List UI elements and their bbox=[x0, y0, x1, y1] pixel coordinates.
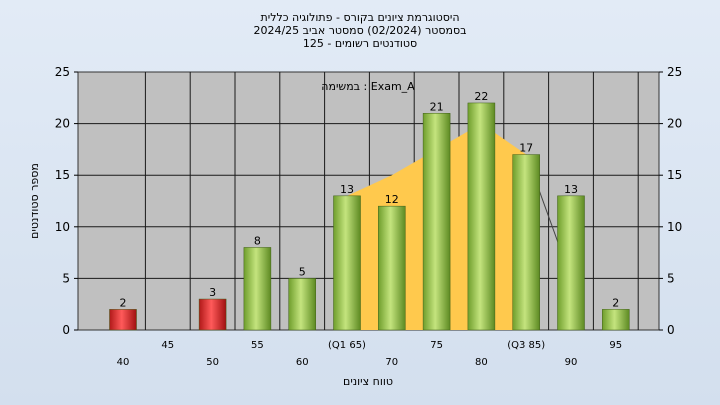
data-label-90: 13 bbox=[564, 183, 578, 196]
data-label-60: 5 bbox=[299, 265, 306, 278]
title-line-1: היסטוגרמת ציונים בקורס - פתולוגיה כללית bbox=[261, 11, 460, 24]
data-label-70: 12 bbox=[385, 193, 399, 206]
x-tick-4: 60 bbox=[296, 357, 309, 368]
x-tick-1: 45 bbox=[161, 340, 174, 351]
bar-90 bbox=[557, 195, 585, 331]
data-label-55: 8 bbox=[254, 234, 261, 247]
x-axis-label: טווח ציונים bbox=[343, 375, 393, 388]
y-tick-right-20: 20 bbox=[667, 117, 682, 131]
y-tick-left-10: 10 bbox=[55, 220, 70, 234]
y-axis-right: 0 5 10 15 20 25 bbox=[659, 65, 682, 337]
title-line-3: סטודנטים רשומים - 125 bbox=[303, 37, 417, 50]
x-tick-7: 75 bbox=[430, 340, 443, 351]
x-tick-3: 55 bbox=[251, 340, 264, 351]
x-tick-9: (Q3 85) bbox=[507, 340, 545, 351]
x-tick-6: 70 bbox=[385, 357, 398, 368]
x-axis: 40 45 50 55 60 (Q1 65) 70 75 80 (Q3 85) 90 95 bbox=[117, 340, 623, 368]
y-tick-left-25: 25 bbox=[55, 65, 70, 79]
bar-50 bbox=[198, 298, 227, 331]
data-label-40: 2 bbox=[120, 296, 127, 309]
bar-70 bbox=[378, 205, 406, 331]
data-label-(Q1 65): 13 bbox=[340, 183, 354, 196]
y-axis-label: מספר סטודנטים bbox=[28, 163, 41, 239]
bar-40 bbox=[109, 309, 137, 331]
data-labels: 2 3 8 5 13 12 21 22 17 13 2 bbox=[120, 90, 620, 309]
data-label-75: 21 bbox=[430, 100, 444, 113]
data-label-(Q3 85): 17 bbox=[519, 142, 533, 155]
y-tick-left-20: 20 bbox=[55, 117, 70, 131]
data-label-95: 2 bbox=[612, 296, 619, 309]
bar-75 bbox=[422, 113, 451, 331]
bar-60 bbox=[288, 278, 316, 331]
data-label-50: 3 bbox=[209, 286, 216, 299]
y-tick-left-5: 5 bbox=[62, 271, 70, 285]
chart-title: היסטוגרמת ציונים בקורס - פתולוגיה כללית … bbox=[253, 11, 466, 50]
bar-(Q1 65) bbox=[333, 195, 361, 331]
y-tick-left-0: 0 bbox=[62, 323, 70, 337]
chart-annotation: במשימה : Exam_A bbox=[321, 80, 415, 93]
y-tick-right-5: 5 bbox=[667, 271, 675, 285]
bar-80 bbox=[467, 102, 496, 331]
x-tick-5: (Q1 65) bbox=[328, 340, 366, 351]
x-tick-8: 80 bbox=[475, 357, 488, 368]
bar-series bbox=[109, 102, 630, 331]
y-tick-right-0: 0 bbox=[667, 323, 675, 337]
x-tick-0: 40 bbox=[117, 357, 130, 368]
y-tick-right-25: 25 bbox=[667, 65, 682, 79]
x-tick-10: 90 bbox=[565, 357, 578, 368]
x-tick-2: 50 bbox=[206, 357, 219, 368]
y-tick-left-15: 15 bbox=[55, 168, 70, 182]
bar-95 bbox=[602, 309, 630, 331]
data-label-80: 22 bbox=[474, 90, 488, 103]
x-tick-11: 95 bbox=[609, 340, 622, 351]
y-tick-right-10: 10 bbox=[667, 220, 682, 234]
y-tick-right-15: 15 bbox=[667, 168, 682, 182]
bar-55 bbox=[243, 247, 272, 331]
y-axis-left: 0 5 10 15 20 25 bbox=[55, 65, 78, 337]
bar-(Q3 85) bbox=[512, 154, 540, 331]
title-line-2: בסמסטר (02/2024) סמסטר אביב 2024/25 bbox=[253, 24, 466, 37]
